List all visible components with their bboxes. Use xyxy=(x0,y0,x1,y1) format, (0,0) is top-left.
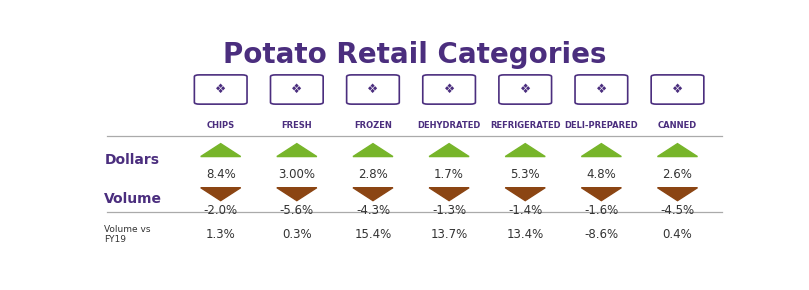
Text: 13.4%: 13.4% xyxy=(506,228,544,241)
Text: 5.3%: 5.3% xyxy=(510,168,540,181)
Text: CHIPS: CHIPS xyxy=(206,121,235,130)
Text: FRESH: FRESH xyxy=(282,121,312,130)
Text: ❖: ❖ xyxy=(215,83,227,96)
Text: -8.6%: -8.6% xyxy=(584,228,618,241)
Text: 0.3%: 0.3% xyxy=(282,228,311,241)
Text: 2.6%: 2.6% xyxy=(663,168,693,181)
Text: 3.00%: 3.00% xyxy=(278,168,316,181)
Polygon shape xyxy=(658,144,697,157)
FancyBboxPatch shape xyxy=(651,75,704,104)
Text: ❖: ❖ xyxy=(291,83,303,96)
Polygon shape xyxy=(582,188,621,201)
Text: REFRIGERATED: REFRIGERATED xyxy=(490,121,561,130)
Text: 1.7%: 1.7% xyxy=(434,168,464,181)
Text: ❖: ❖ xyxy=(367,83,379,96)
Polygon shape xyxy=(353,188,393,201)
Text: Potato Retail Categories: Potato Retail Categories xyxy=(222,41,607,70)
Text: -1.3%: -1.3% xyxy=(432,204,466,217)
Text: 15.4%: 15.4% xyxy=(354,228,392,241)
Text: 8.4%: 8.4% xyxy=(205,168,235,181)
Text: ❖: ❖ xyxy=(443,83,455,96)
FancyBboxPatch shape xyxy=(575,75,628,104)
Text: FROZEN: FROZEN xyxy=(354,121,392,130)
Text: ❖: ❖ xyxy=(671,83,683,96)
Text: -1.6%: -1.6% xyxy=(584,204,619,217)
Polygon shape xyxy=(353,144,393,157)
Text: 2.8%: 2.8% xyxy=(358,168,388,181)
Text: -5.6%: -5.6% xyxy=(280,204,314,217)
Text: -1.4%: -1.4% xyxy=(508,204,542,217)
FancyBboxPatch shape xyxy=(270,75,323,104)
Text: -2.0%: -2.0% xyxy=(204,204,238,217)
Text: DELI-PREPARED: DELI-PREPARED xyxy=(565,121,638,130)
Polygon shape xyxy=(277,144,317,157)
Text: 1.3%: 1.3% xyxy=(205,228,235,241)
Text: -4.5%: -4.5% xyxy=(660,204,695,217)
Polygon shape xyxy=(201,188,241,201)
FancyBboxPatch shape xyxy=(423,75,476,104)
Polygon shape xyxy=(582,144,621,157)
FancyBboxPatch shape xyxy=(346,75,400,104)
Text: DEHYDRATED: DEHYDRATED xyxy=(417,121,481,130)
Polygon shape xyxy=(506,144,545,157)
Text: 0.4%: 0.4% xyxy=(663,228,693,241)
FancyBboxPatch shape xyxy=(499,75,552,104)
Text: Volume: Volume xyxy=(104,192,163,206)
FancyBboxPatch shape xyxy=(194,75,247,104)
Text: -4.3%: -4.3% xyxy=(356,204,390,217)
Polygon shape xyxy=(277,188,317,201)
Polygon shape xyxy=(658,188,697,201)
Polygon shape xyxy=(201,144,241,157)
Text: ❖: ❖ xyxy=(595,83,607,96)
Polygon shape xyxy=(506,188,545,201)
Text: Dollars: Dollars xyxy=(104,153,159,167)
Text: CANNED: CANNED xyxy=(658,121,697,130)
Text: Volume vs
FY19: Volume vs FY19 xyxy=(104,225,150,244)
Text: 13.7%: 13.7% xyxy=(430,228,468,241)
Polygon shape xyxy=(429,188,469,201)
Text: ❖: ❖ xyxy=(519,83,531,96)
Polygon shape xyxy=(429,144,469,157)
Text: 4.8%: 4.8% xyxy=(587,168,616,181)
